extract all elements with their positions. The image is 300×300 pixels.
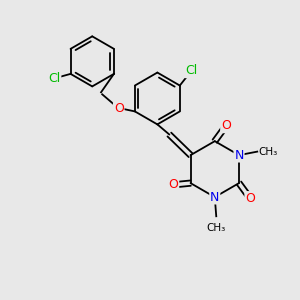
Text: N: N: [210, 190, 220, 204]
Text: Cl: Cl: [185, 64, 197, 77]
Text: CH₃: CH₃: [259, 147, 278, 157]
Text: CH₃: CH₃: [207, 223, 226, 233]
Text: N: N: [234, 149, 244, 162]
Text: O: O: [114, 102, 124, 115]
Text: O: O: [245, 192, 255, 205]
Text: O: O: [221, 119, 231, 132]
Text: Cl: Cl: [48, 72, 61, 85]
Text: O: O: [169, 178, 178, 191]
